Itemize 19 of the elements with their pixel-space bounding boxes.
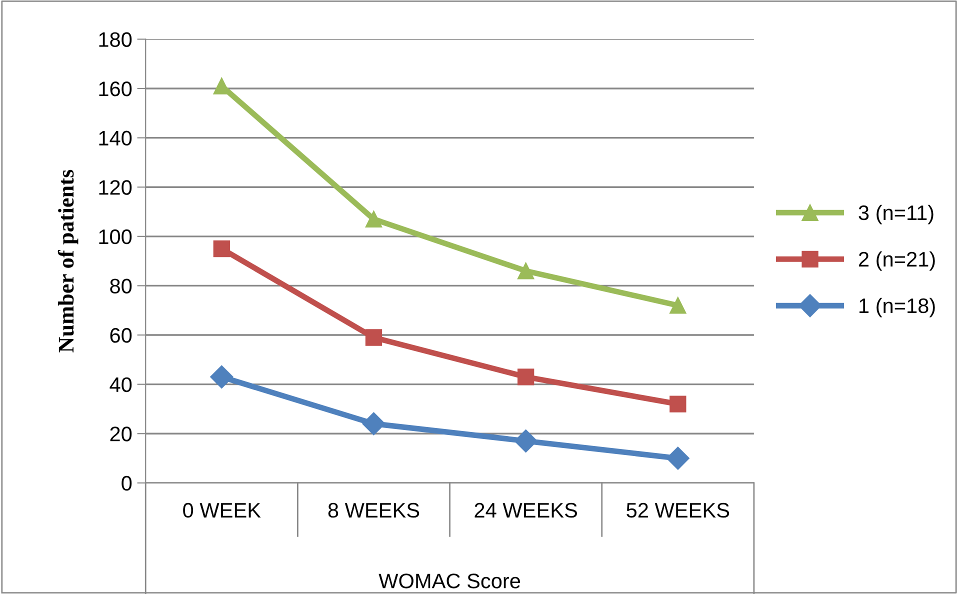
legend-label: 1 (n=18): [860, 298, 935, 318]
y-tick-label: 100: [99, 229, 132, 244]
y-tick-label: 20: [110, 426, 132, 442]
x-tick-label: 0 WEEK: [183, 502, 261, 518]
y-tick-label: 80: [110, 278, 132, 294]
y-tick-label: 120: [99, 180, 132, 195]
y-tick-label: 140: [99, 130, 132, 146]
y-axis-title: Number of patients: [58, 170, 78, 352]
legend-label: 2 (n=21): [858, 251, 935, 271]
y-tick-label: 40: [110, 377, 132, 392]
x-tick-label: 52 WEEKS: [626, 502, 730, 518]
x-tick-label: 24 WEEKS: [474, 502, 577, 518]
y-tick-label: 160: [99, 82, 132, 96]
y-tick-label: 180: [99, 32, 132, 47]
y-tick-label: 60: [110, 328, 132, 343]
legend-label: 3 (n=11): [858, 204, 934, 224]
y-tick-label: 0: [122, 476, 132, 491]
x-tick-label: 8 WEEKS: [328, 502, 420, 518]
x-axis-title: WOMAC Score: [378, 574, 520, 588]
